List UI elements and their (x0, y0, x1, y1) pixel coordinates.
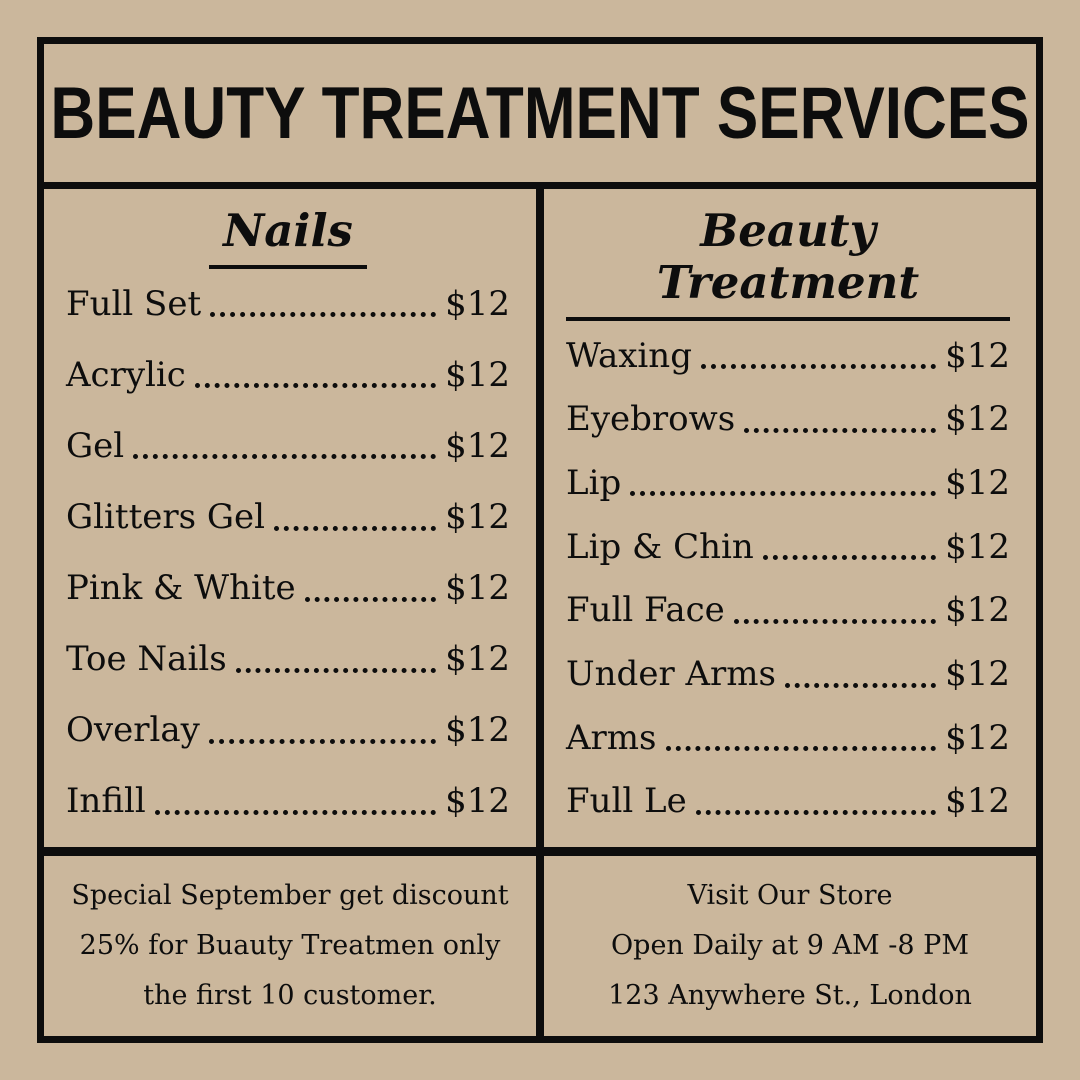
service-price: $12 (945, 654, 1010, 695)
service-name: Full Set (66, 283, 202, 324)
store-line: 123 Anywhere St., London (608, 980, 972, 1011)
dot-leader (133, 454, 437, 460)
promo-line: 25% for Buauty Treatmen only (79, 930, 501, 961)
service-name: Lip & Chin (566, 526, 754, 567)
store-line: Visit Our Store (687, 880, 893, 911)
column-heading-text: Beauty Treatment (566, 205, 1010, 321)
service-price: $12 (945, 335, 1010, 376)
service-price: $12 (945, 717, 1010, 758)
menu-columns: Nails Full Set $12 Acrylic $12 Gel $12 G… (44, 189, 1036, 847)
price-row: Full Set $12 (66, 283, 510, 326)
service-name: Infill (66, 781, 146, 822)
store-info: Visit Our Store Open Daily at 9 AM -8 PM 1… (536, 856, 1036, 1036)
service-name: Under Arms (566, 654, 776, 695)
service-name: Gel (66, 425, 125, 466)
dot-leader (630, 491, 937, 497)
price-row: Full Le $12 (566, 780, 1010, 823)
promo-line: the first 10 customer. (143, 980, 437, 1011)
column-heading: Nails (66, 205, 510, 269)
service-name: Pink & White (66, 568, 296, 609)
service-price: $12 (945, 526, 1010, 567)
service-price: $12 (445, 283, 510, 324)
service-price: $12 (945, 590, 1010, 631)
dot-leader (665, 746, 937, 752)
poster-header: BEAUTY TREATMENT SERVICES (44, 44, 1036, 189)
price-row: Lip $12 (566, 462, 1010, 505)
price-row: Lip & Chin $12 (566, 526, 1010, 569)
column-heading: Beauty Treatment (566, 205, 1010, 321)
price-row: Waxing $12 (566, 335, 1010, 378)
menu-column: Nails Full Set $12 Acrylic $12 Gel $12 G… (44, 189, 536, 847)
service-name: Waxing (566, 335, 692, 376)
service-price: $12 (445, 710, 510, 751)
price-row: Glitters Gel $12 (66, 496, 510, 539)
price-row: Eyebrows $12 (566, 398, 1010, 441)
service-price: $12 (445, 639, 510, 680)
service-name: Eyebrows (566, 399, 736, 440)
poster-title: BEAUTY TREATMENT SERVICES (0, 77, 1080, 150)
dot-leader (700, 364, 937, 369)
poster-frame: BEAUTY TREATMENT SERVICES Nails Full Set… (37, 37, 1043, 1043)
service-name: Glitters Gel (66, 497, 266, 538)
service-price: $12 (445, 354, 510, 395)
price-row: Under Arms $12 (566, 653, 1010, 696)
service-name: Overlay (66, 710, 200, 751)
price-row: Acrylic $12 (66, 354, 510, 397)
dot-leader (194, 383, 437, 389)
price-list: Full Set $12 Acrylic $12 Gel $12 Glitter… (66, 277, 510, 831)
dot-leader (695, 809, 937, 815)
price-row: Pink & White $12 (66, 567, 510, 610)
price-row: Overlay $12 (66, 709, 510, 752)
dot-leader (762, 555, 937, 561)
menu-column: Beauty Treatment Waxing $12 Eyebrows $12… (536, 189, 1036, 847)
promo-note: Special September get discount 25% for Bu… (44, 856, 536, 1036)
service-price: $12 (945, 781, 1010, 822)
poster-footer: Special September get discount 25% for Bu… (44, 847, 1036, 1036)
dot-leader (210, 312, 437, 318)
service-name: Lip (566, 462, 622, 503)
price-row: Toe Nails $12 (66, 638, 510, 681)
service-name: Acrylic (66, 354, 186, 395)
poster-title-text: BEAUTY TREATMENT SERVICES (50, 72, 1030, 154)
price-row: Gel $12 (66, 425, 510, 468)
service-price: $12 (945, 399, 1010, 440)
service-price: $12 (445, 781, 510, 822)
price-row: Arms $12 (566, 717, 1010, 760)
dot-leader (235, 667, 437, 673)
service-name: Full Le (566, 781, 687, 822)
dot-leader (744, 427, 937, 433)
service-price: $12 (945, 462, 1010, 503)
service-name: Toe Nails (66, 639, 227, 680)
dot-leader (733, 618, 937, 624)
promo-line: Special September get discount (71, 880, 509, 911)
dot-leader (274, 525, 437, 531)
service-name: Full Face (566, 590, 725, 631)
dot-leader (208, 738, 437, 744)
dot-leader (154, 809, 437, 815)
dot-leader (304, 596, 437, 602)
dot-leader (785, 682, 937, 688)
service-price: $12 (445, 497, 510, 538)
price-row: Full Face $12 (566, 589, 1010, 632)
service-price: $12 (445, 568, 510, 609)
column-heading-text: Nails (209, 205, 367, 269)
service-name: Arms (566, 717, 657, 758)
price-row: Infill $12 (66, 780, 510, 823)
store-line: Open Daily at 9 AM -8 PM (611, 930, 969, 961)
price-list: Waxing $12 Eyebrows $12 Lip $12 Lip & Ch… (566, 329, 1010, 832)
service-price: $12 (445, 425, 510, 466)
